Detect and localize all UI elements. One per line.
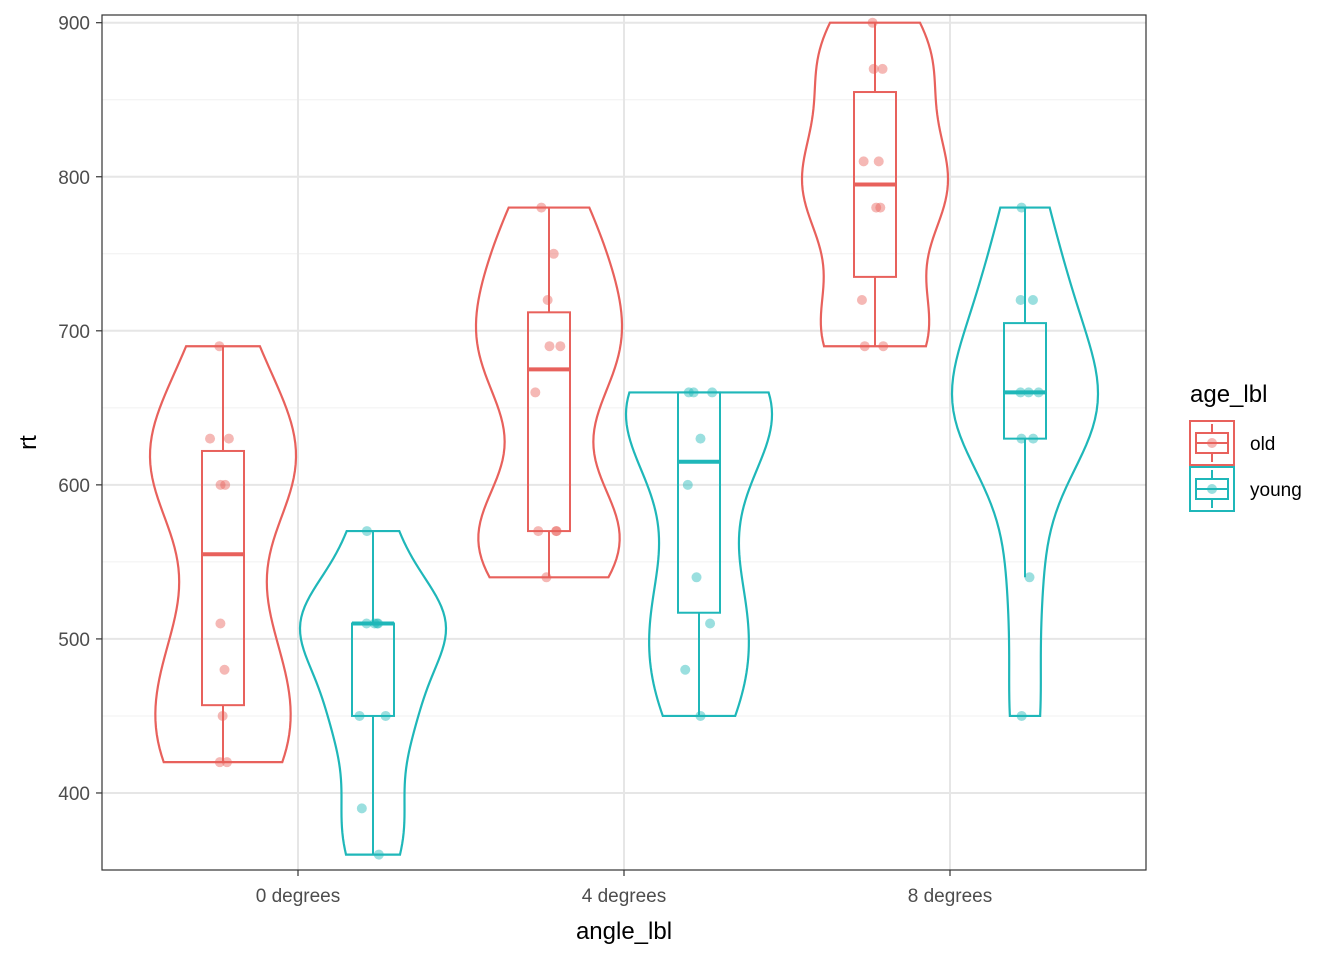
- data-point-old: [223, 433, 234, 444]
- data-point-old: [858, 156, 869, 167]
- data-point-old: [551, 526, 562, 537]
- y-axis: 400 500 600 700 800 900: [58, 14, 102, 805]
- data-point-old: [544, 341, 555, 352]
- data-point-old: [219, 664, 230, 675]
- jitter-points: [205, 17, 1044, 860]
- data-point-young: [680, 664, 691, 675]
- data-point-young: [1015, 295, 1026, 305]
- box-young-2: [1003, 322, 1047, 440]
- legend-label-young: young: [1250, 480, 1302, 501]
- data-point-young: [707, 387, 718, 398]
- data-point-old: [205, 433, 216, 444]
- data-point-old: [878, 341, 889, 352]
- data-point-young: [695, 710, 706, 721]
- y-axis-title: rt: [15, 435, 42, 450]
- data-point-young: [1027, 295, 1038, 305]
- box-young-1: [677, 391, 721, 614]
- legend: age_lbl old young: [1189, 381, 1302, 512]
- violin-old-1: [474, 206, 624, 579]
- data-point-old: [215, 479, 226, 490]
- data-point-old: [214, 757, 225, 768]
- box-young-0: [351, 622, 395, 717]
- data-point-old: [541, 572, 552, 583]
- data-point-young: [361, 526, 372, 537]
- data-point-young: [373, 849, 384, 860]
- violin-young-2: [950, 206, 1100, 718]
- legend-key-point: [1207, 484, 1217, 494]
- data-point-old: [548, 248, 559, 259]
- data-point-old: [533, 526, 544, 537]
- y-tick-label: 600: [58, 476, 90, 497]
- data-point-young: [369, 618, 380, 629]
- data-point-old: [555, 341, 566, 352]
- data-point-old: [220, 479, 231, 490]
- x-tick-label: 8 degrees: [908, 886, 993, 907]
- data-point-old: [217, 710, 228, 721]
- x-tick-label: 0 degrees: [256, 886, 341, 907]
- legend-label-old: old: [1250, 434, 1275, 455]
- data-point-old: [873, 156, 884, 167]
- data-point-old: [868, 63, 879, 74]
- x-axis: 0 degrees 4 degrees 8 degrees: [256, 870, 993, 907]
- violin-old-2: [800, 21, 950, 348]
- boxplots: [201, 22, 1047, 855]
- grid-major-lines: [102, 15, 1146, 870]
- data-point-old: [877, 63, 888, 74]
- data-point-young: [361, 618, 372, 629]
- data-point-young: [1015, 387, 1026, 398]
- legend-title: age_lbl: [1190, 381, 1267, 408]
- violin-young-0: [298, 529, 448, 856]
- data-point-young: [1023, 387, 1034, 398]
- data-point-old: [221, 757, 232, 768]
- data-point-young: [373, 618, 384, 629]
- y-tick-label: 700: [58, 322, 90, 343]
- data-point-old: [542, 295, 553, 305]
- data-point-young: [705, 618, 716, 629]
- box-old-0: [201, 449, 245, 707]
- violin-young-1: [624, 391, 774, 718]
- y-tick-label: 400: [58, 784, 90, 805]
- legend-key-young: [1189, 466, 1235, 512]
- data-point-old: [214, 341, 225, 352]
- data-point-young: [380, 710, 391, 721]
- legend-key-old: [1189, 420, 1235, 466]
- x-axis-title: angle_lbl: [576, 918, 672, 945]
- data-point-young: [695, 433, 706, 444]
- data-point-young: [683, 387, 694, 398]
- box-old-1: [527, 311, 571, 533]
- data-point-old: [536, 202, 547, 213]
- y-tick-label: 800: [58, 168, 90, 189]
- data-point-young: [1016, 710, 1027, 721]
- data-point-old: [530, 387, 541, 398]
- data-point-old: [856, 295, 867, 305]
- data-point-young: [372, 618, 383, 629]
- x-tick-label: 4 degrees: [582, 886, 667, 907]
- y-tick-label: 900: [58, 14, 90, 35]
- data-point-old: [215, 618, 226, 629]
- data-point-young: [1016, 433, 1027, 444]
- data-point-young: [691, 572, 702, 583]
- data-point-young: [1024, 572, 1035, 583]
- data-point-young: [1016, 202, 1027, 213]
- data-point-old: [859, 341, 870, 352]
- data-point-young: [682, 479, 693, 490]
- data-point-young: [1033, 387, 1044, 398]
- legend-key-point: [1207, 438, 1217, 448]
- violins: [148, 21, 1100, 856]
- data-point-young: [688, 387, 699, 398]
- data-point-young: [1028, 433, 1039, 444]
- data-point-old: [867, 17, 878, 28]
- data-point-old: [551, 526, 562, 537]
- data-point-old: [875, 202, 886, 213]
- y-tick-label: 500: [58, 630, 90, 651]
- violin-old-0: [148, 345, 298, 764]
- data-point-old: [871, 202, 882, 213]
- data-point-young: [354, 710, 365, 721]
- data-point-young: [356, 803, 367, 814]
